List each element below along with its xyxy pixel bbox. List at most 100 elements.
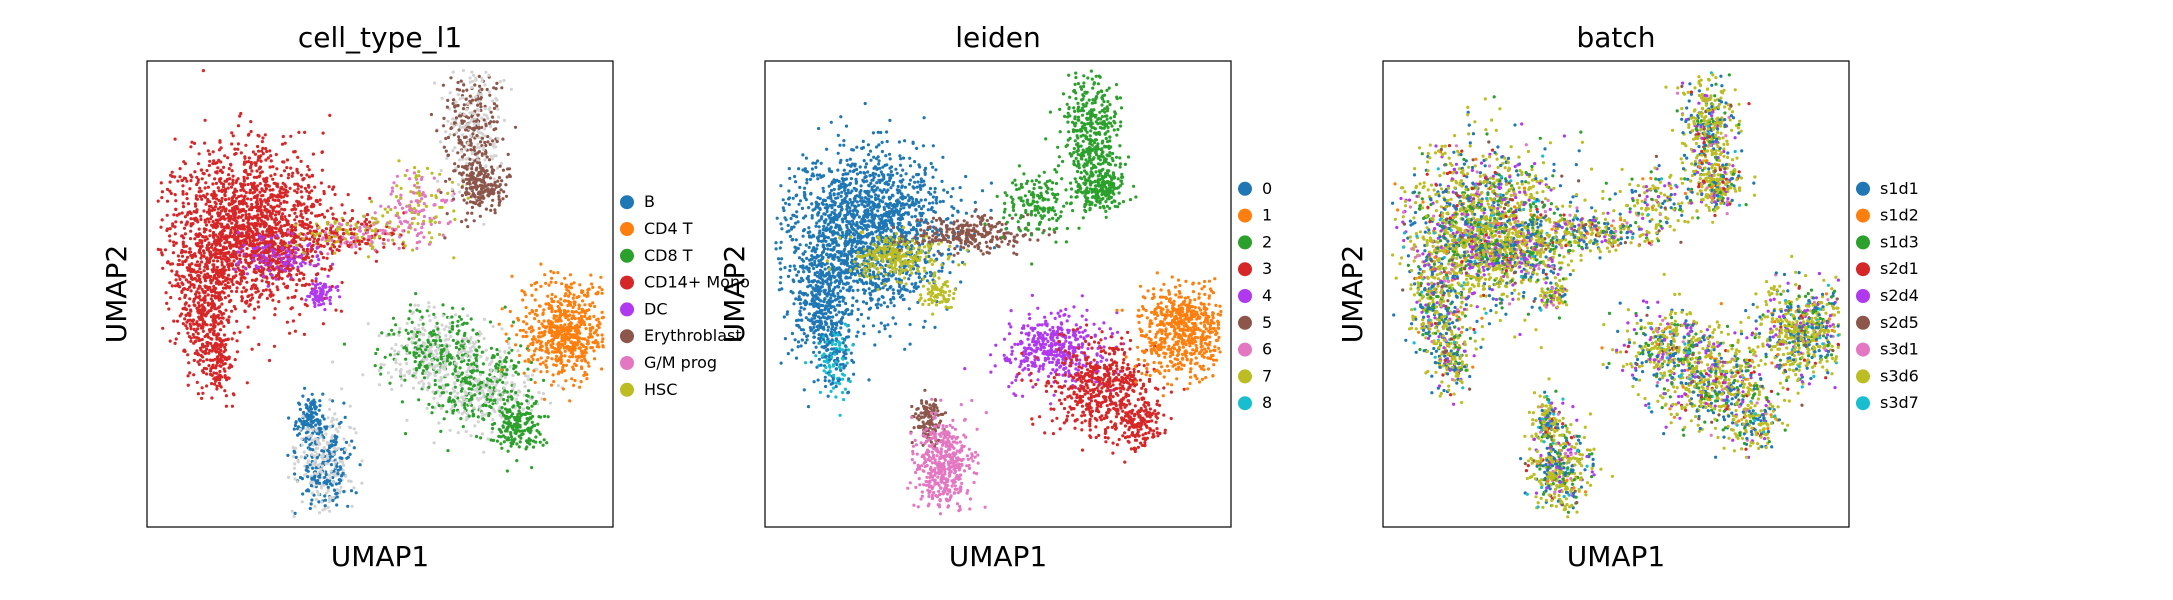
data-point: [440, 348, 444, 352]
data-point: [354, 244, 358, 249]
data-point: [552, 380, 556, 384]
data-point: [182, 226, 187, 230]
data-point: [394, 227, 398, 231]
data-point: [417, 338, 421, 342]
data-point: [575, 295, 579, 300]
data-point: [477, 126, 481, 130]
data-point: [448, 330, 452, 334]
data-point: [429, 222, 433, 226]
data-point: [485, 155, 489, 159]
data-point: [204, 367, 209, 371]
data-point: [186, 202, 191, 206]
data-point: [388, 353, 392, 357]
data-point: [439, 190, 443, 195]
data-point: [305, 173, 309, 177]
data-point: [448, 91, 452, 95]
data-point: [188, 267, 192, 271]
data-point: [411, 386, 416, 390]
data-point: [479, 436, 483, 440]
data-point: [286, 176, 290, 180]
data-point: [474, 348, 478, 352]
data-point: [163, 248, 168, 252]
data-point: [480, 136, 484, 140]
data-point: [515, 426, 519, 430]
data-point: [185, 197, 189, 201]
data-point: [456, 183, 461, 187]
data-point: [534, 435, 538, 439]
data-point: [485, 397, 489, 401]
data-point: [212, 235, 216, 239]
data-point: [207, 204, 212, 208]
data-point: [428, 354, 432, 358]
data-point: [222, 312, 226, 316]
data-point: [546, 294, 550, 298]
data-point: [258, 190, 262, 194]
data-point: [540, 322, 544, 326]
data-point: [539, 356, 543, 360]
data-point: [490, 430, 494, 434]
data-point: [501, 434, 505, 438]
data-point: [202, 275, 206, 279]
data-point: [417, 170, 421, 174]
scatter-points: [156, 68, 606, 519]
data-point: [380, 331, 384, 335]
data-point: [590, 282, 594, 286]
data-point: [403, 378, 407, 382]
data-point: [518, 429, 522, 433]
data-point: [399, 368, 403, 372]
data-point: [184, 244, 188, 248]
data-point: [343, 241, 347, 245]
data-point: [247, 156, 251, 160]
data-point: [317, 213, 321, 217]
data-point: [570, 310, 574, 314]
data-point: [476, 97, 480, 101]
data-point: [341, 228, 345, 232]
data-point: [431, 353, 435, 357]
data-point: [236, 207, 240, 211]
data-point: [478, 84, 482, 88]
data-point: [225, 240, 229, 244]
data-point: [196, 241, 200, 245]
data-point: [263, 189, 267, 193]
data-point: [410, 336, 414, 340]
data-point: [407, 371, 411, 375]
data-point: [218, 383, 222, 388]
data-point: [423, 371, 427, 376]
data-point: [227, 320, 231, 324]
data-point: [502, 386, 507, 390]
data-point: [156, 199, 160, 203]
data-point: [474, 340, 478, 344]
data-point: [280, 207, 284, 211]
data-point: [432, 176, 436, 180]
data-point: [262, 235, 266, 239]
data-point: [488, 386, 492, 390]
data-point: [453, 169, 457, 173]
data-point: [465, 107, 469, 111]
data-point: [457, 399, 461, 403]
data-point: [461, 107, 466, 111]
data-point: [486, 116, 490, 120]
data-point: [263, 133, 267, 137]
data-point: [495, 166, 500, 170]
data-point: [503, 402, 507, 406]
data-point: [263, 225, 267, 229]
data-point: [447, 325, 452, 330]
data-point: [509, 395, 513, 399]
data-point: [397, 333, 401, 337]
data-point: [281, 217, 285, 221]
data-point: [271, 208, 275, 213]
data-point: [440, 323, 444, 327]
data-point: [298, 223, 302, 227]
data-point: [538, 345, 543, 349]
data-point: [258, 241, 262, 245]
data-point: [418, 240, 422, 244]
data-point: [197, 264, 201, 268]
data-point: [265, 208, 269, 212]
data-point: [230, 280, 234, 284]
data-point: [221, 280, 225, 284]
data-point: [473, 195, 477, 199]
data-point: [184, 301, 188, 305]
data-point: [283, 264, 287, 268]
data-point: [476, 142, 480, 146]
data-point: [488, 93, 492, 97]
